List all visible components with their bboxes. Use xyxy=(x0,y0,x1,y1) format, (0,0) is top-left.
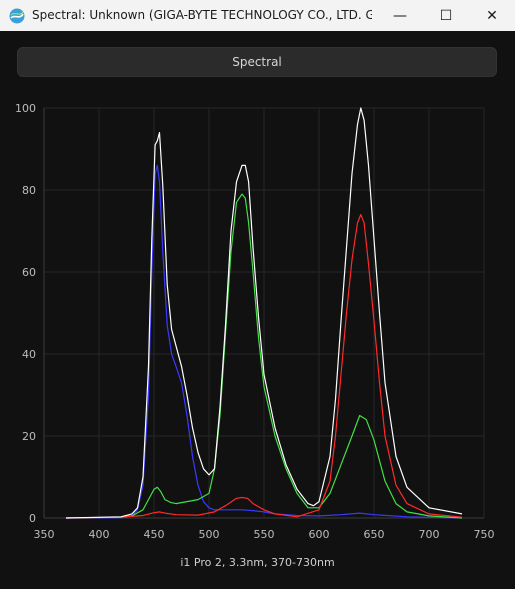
series-line xyxy=(65,193,463,519)
x-tick-label: 700 xyxy=(419,528,440,541)
spectral-button[interactable]: Spectral xyxy=(17,47,497,77)
x-tick-label: 400 xyxy=(89,528,110,541)
y-tick-label: 20 xyxy=(22,430,36,443)
title-bar[interactable]: Spectral: Unknown (GIGA-BYTE TECHNOLOGY … xyxy=(0,0,515,31)
minimize-icon: — xyxy=(393,7,407,24)
x-tick-label: 450 xyxy=(144,528,165,541)
x-tick-label: 550 xyxy=(254,528,275,541)
close-button[interactable]: ✕ xyxy=(469,0,515,31)
x-tick-label: 600 xyxy=(309,528,330,541)
series-line xyxy=(66,164,463,519)
y-tick-label: 100 xyxy=(15,102,36,115)
y-tick-label: 60 xyxy=(22,266,36,279)
x-tick-label: 750 xyxy=(474,528,495,541)
y-tick-label: 0 xyxy=(29,512,36,525)
maximize-icon: ☐ xyxy=(439,7,453,24)
x-tick-label: 500 xyxy=(199,528,220,541)
series-line xyxy=(65,214,463,519)
app-logo-icon xyxy=(9,8,25,24)
instrument-label: i1 Pro 2, 3.3nm, 370-730nm xyxy=(180,556,335,569)
maximize-button[interactable]: ☐ xyxy=(423,0,469,31)
series-line xyxy=(65,107,463,519)
close-icon: ✕ xyxy=(486,7,498,24)
y-tick-label: 80 xyxy=(22,184,36,197)
y-tick-label: 40 xyxy=(22,348,36,361)
window-title: Spectral: Unknown (GIGA-BYTE TECHNOLOGY … xyxy=(32,8,372,22)
x-tick-label: 650 xyxy=(364,528,385,541)
spectral-chart: 350 400 450 500 550 600 650 700 750 0 20 40 60 80 100 xyxy=(15,102,495,541)
x-tick-label: 350 xyxy=(34,528,55,541)
minimize-button[interactable]: — xyxy=(377,0,423,31)
